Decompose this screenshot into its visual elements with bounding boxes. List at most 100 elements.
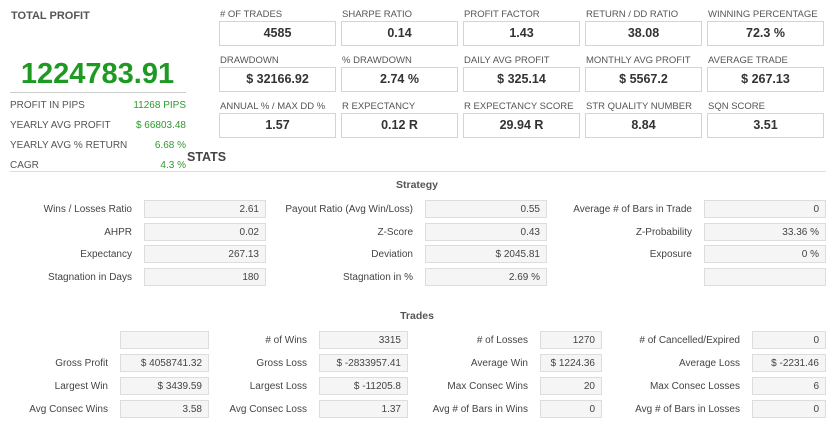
metric-label: WINNING PERCENTAGE: [708, 9, 818, 20]
metric-label: DAILY AVG PROFIT: [464, 55, 550, 66]
trade-stat-label: Average Win: [470, 358, 528, 369]
strategy-stat-value: 2.61: [144, 200, 266, 218]
strategy-stat-value: $ 2045.81: [425, 245, 547, 263]
metric-value: 38.08: [585, 21, 702, 46]
summary-value: 6.68 %: [154, 140, 186, 151]
profit-summary-row: CAGR 4.3 %: [10, 159, 186, 179]
trade-stat-label: Avg Consec Wins: [29, 404, 108, 415]
metric-label: RETURN / DD RATIO: [586, 9, 679, 20]
trade-stat-value: 20: [540, 377, 602, 395]
summary-value: 4.3 %: [160, 160, 186, 171]
strategy-stat-value: 180: [144, 267, 266, 286]
trade-stat-value: [120, 331, 209, 349]
trade-stat-label: Largest Win: [54, 381, 108, 392]
trade-stat-label: Max Consec Losses: [649, 381, 740, 392]
metric-value: $ 32166.92: [219, 67, 336, 92]
metric-label: PROFIT FACTOR: [464, 9, 540, 20]
metric-label: DRAWDOWN: [220, 55, 279, 66]
metric-value: 4585: [219, 21, 336, 46]
metric-value: $ 267.13: [707, 67, 824, 92]
summary-label: YEARLY AVG % RETURN: [10, 140, 128, 151]
strategy-stat-label: Z-Score: [377, 226, 413, 238]
strategy-stat-label: Exposure: [649, 249, 692, 260]
trade-stat-label: Max Consec Wins: [447, 381, 528, 392]
trade-stat-label: Average Loss: [679, 358, 740, 369]
trade-stat-label: # of Losses: [476, 335, 528, 346]
metric-value: 3.51: [707, 113, 824, 138]
strategy-stat-value: 267.13: [144, 245, 266, 263]
metric-label: SHARPE RATIO: [342, 9, 413, 20]
strategy-stat-label: Z-Probability: [635, 226, 692, 238]
summary-label: CAGR: [10, 160, 39, 171]
trade-stat-value: 0: [752, 400, 826, 418]
metric-value: 1.57: [219, 113, 336, 138]
metric-value: 0.12 R: [341, 113, 458, 138]
metric-label: R EXPECTANCY SCORE: [464, 101, 574, 112]
metric-label: AVERAGE TRADE: [708, 55, 788, 66]
trade-stat-value: 3.58: [120, 400, 209, 418]
metric-label: SQN SCORE: [708, 101, 766, 112]
metric-value: $ 5567.2: [585, 67, 702, 92]
trade-stat-value: $ -2231.46: [752, 354, 826, 372]
metric-label: MONTHLY AVG PROFIT: [586, 55, 691, 66]
trade-stat-value: 1270: [540, 331, 602, 349]
metric-value: 29.94 R: [463, 113, 580, 138]
strategy-stat-label: Expectancy: [80, 249, 132, 260]
strategy-stat-label: AHPR: [104, 226, 132, 238]
strategy-stat-value: 0.43: [425, 222, 547, 241]
summary-label: PROFIT IN PIPS: [10, 100, 85, 111]
trade-stat-label: # of Cancelled/Expired: [639, 335, 740, 346]
total-profit-value: 1224783.91: [20, 58, 175, 90]
divider: [10, 92, 186, 93]
profit-summary-row: YEARLY AVG PROFIT $ 66803.48: [10, 119, 186, 139]
strategy-heading: Strategy: [395, 179, 438, 191]
trade-stat-value: 1.37: [319, 400, 408, 418]
strategy-stat-label: Average # of Bars in Trade: [573, 204, 692, 215]
strategy-stat-value: 0 %: [704, 245, 826, 263]
total-profit-title: TOTAL PROFIT: [11, 10, 90, 22]
strategy-stat-value: 33.36 %: [704, 222, 826, 241]
metric-label: % DRAWDOWN: [342, 55, 412, 66]
trade-stat-value: 0: [540, 400, 602, 418]
metric-value: 8.84: [585, 113, 702, 138]
trades-heading: Trades: [400, 310, 434, 322]
metric-label: # OF TRADES: [220, 9, 283, 20]
strategy-stat-value: 2.69 %: [425, 267, 547, 286]
strategy-stat-value: 0: [704, 200, 826, 218]
divider: [10, 171, 826, 172]
metric-value: 0.14: [341, 21, 458, 46]
trade-stat-label: Gross Loss: [256, 358, 307, 369]
trade-stat-value: 3315: [319, 331, 408, 349]
stats-heading: STATS: [187, 150, 227, 164]
metric-value: 2.74 %: [341, 67, 458, 92]
trade-stat-value: $ -11205.8: [319, 377, 408, 395]
strategy-stat-value: 0.55: [425, 200, 547, 218]
trade-stat-label: Gross Profit: [55, 358, 108, 369]
metric-value: $ 325.14: [463, 67, 580, 92]
trade-stat-value: 0: [752, 331, 826, 349]
strategy-stat-label: Deviation: [371, 249, 413, 260]
summary-value: $ 66803.48: [135, 120, 186, 131]
summary-label: YEARLY AVG PROFIT: [10, 120, 111, 131]
trade-stat-label: Avg Consec Loss: [229, 404, 307, 415]
trade-stat-label: Avg # of Bars in Wins: [432, 404, 528, 415]
strategy-stat-label: Stagnation in %: [342, 271, 413, 283]
strategy-stat-value: [704, 267, 826, 286]
trade-stat-value: $ 1224.36: [540, 354, 602, 372]
trade-stat-value: 6: [752, 377, 826, 395]
metric-label: ANNUAL % / MAX DD %: [220, 101, 326, 112]
trade-stat-value: $ 3439.59: [120, 377, 209, 395]
summary-value: 11268 PIPS: [133, 100, 186, 111]
strategy-stat-label: Wins / Losses Ratio: [43, 204, 132, 215]
strategy-stat-value: 0.02: [144, 222, 266, 241]
metric-value: 72.3 %: [707, 21, 824, 46]
metric-label: STR QUALITY NUMBER: [586, 101, 692, 112]
strategy-stat-label: Stagnation in Days: [48, 271, 132, 283]
metric-label: R EXPECTANCY: [342, 101, 416, 112]
trade-stat-value: $ 4058741.32: [120, 354, 209, 372]
trade-stat-label: Avg # of Bars in Losses: [635, 404, 740, 415]
trade-stat-value: $ -2833957.41: [319, 354, 408, 372]
metric-value: 1.43: [463, 21, 580, 46]
trade-stat-label: # of Wins: [265, 335, 307, 346]
strategy-stat-label: Payout Ratio (Avg Win/Loss): [285, 204, 413, 215]
